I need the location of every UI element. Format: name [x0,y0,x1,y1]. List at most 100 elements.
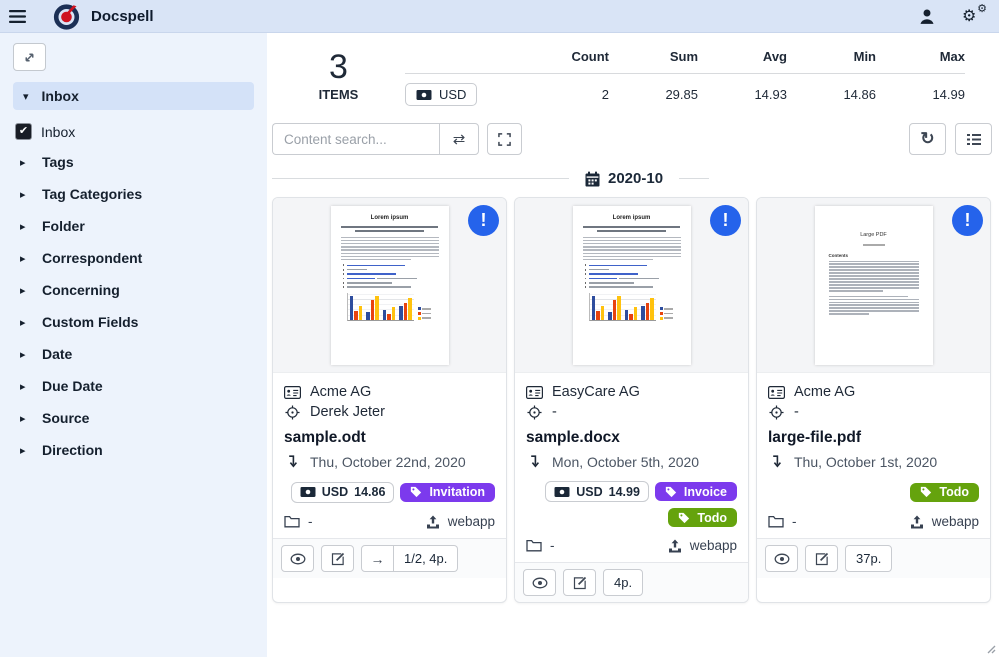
stats-header-cell: Sum [669,49,698,64]
caret-right-icon: ▸ [20,252,26,265]
preview-mini-chart [346,293,433,322]
sidebar-section-item[interactable]: ▸ Folder [0,210,267,242]
pages-group: → 1/2, 4p. [361,545,459,572]
item-card[interactable]: ! Lorem ipsum [514,197,749,603]
fullscreen-button[interactable] [487,123,522,155]
move-next-button[interactable]: → [361,545,394,572]
item-name[interactable]: large-file.pdf [768,429,862,446]
folder-icon [284,515,300,528]
folder-icon [768,515,784,528]
settings-gears-icon[interactable]: ⚙ ⚙ [962,3,987,25]
expand-sidebar-button[interactable] [13,43,46,71]
tag-icon [411,486,422,498]
tag-icon [921,486,932,498]
correspondent-row: Acme AG [284,384,495,400]
document-preview: ! Lorem ipsum [273,198,506,373]
currency-stats-table: Count Sum Avg Min Max USD 2 29.85 14.93 14.86 14… [405,45,992,106]
item-count-block: 3 ITEMS [272,45,405,102]
item-name[interactable]: sample.odt [284,429,366,446]
item-count: 3 [329,48,348,86]
sidebar-item-label: Tag Categories [42,186,143,202]
sidebar-item-label: Concerning [42,282,120,298]
caret-down-icon: ▾ [23,90,29,103]
sidebar-section-item[interactable]: ▸ Direction [0,434,267,466]
item-date: Thu, October 22nd, 2020 [310,454,466,470]
correspondent-row: EasyCare AG [526,384,737,400]
pages-group: 4p. [603,569,644,596]
address-card-icon [768,385,785,399]
user-icon[interactable] [918,8,936,25]
search-mode-button[interactable]: ⇄ [439,123,479,155]
menu-icon[interactable] [9,9,26,24]
inbox-checkbox[interactable]: ✔ [15,123,32,140]
new-item-badge: ! [468,205,499,236]
arrow-turn-down-icon [526,454,543,470]
sidebar-section-item[interactable]: ▸ Tags [0,146,267,178]
address-card-icon [284,385,301,399]
docspell-logo-icon[interactable] [53,3,80,30]
stats-header-cell: Avg [762,49,787,64]
resize-grip[interactable] [986,644,996,654]
stats-header-row: Count Sum Avg Min Max [405,45,965,74]
sidebar-section-item[interactable]: ▸ Date [0,338,267,370]
sidebar-section-inbox[interactable]: ▾ Inbox [13,82,254,110]
folder-source-row: - webapp [526,538,737,553]
currency-button[interactable]: USD [405,83,478,106]
item-card[interactable]: ! Large PDF Contents Acme AG [756,197,991,603]
sidebar-section-item[interactable]: ▸ Due Date [0,370,267,402]
item-cards: ! Lorem ipsum [272,197,992,603]
card-footer: → 1/2, 4p. [273,538,506,578]
inbox-checkbox-label: Inbox [41,123,76,140]
view-button[interactable] [523,569,556,596]
badges-row: USD 14.99 Invoice Todo [526,481,737,527]
caret-right-icon: ▸ [20,316,26,329]
sidebar-item-label: Custom Fields [42,314,139,330]
card-footer: 37p. [757,538,990,578]
caret-right-icon: ▸ [20,444,26,457]
document-preview: ! Lorem ipsum [515,198,748,373]
upload-icon [426,515,439,528]
item-card[interactable]: ! Lorem ipsum [272,197,507,603]
item-date-row: Thu, October 1st, 2020 [768,454,979,470]
concerning-name: - [552,404,557,420]
new-item-badge: ! [710,205,741,236]
edit-button[interactable] [563,569,596,596]
exclamation-icon: ! [480,210,487,230]
eye-icon [290,553,305,564]
stats-header-cell: Min [853,49,876,64]
list-view-button[interactable] [955,123,992,155]
sidebar-section-item[interactable]: ▸ Custom Fields [0,306,267,338]
view-button[interactable] [281,545,314,572]
item-name[interactable]: sample.docx [526,429,620,446]
stats-value-cell: 2 [601,87,609,102]
sidebar-section-item[interactable]: ▸ Tag Categories [0,178,267,210]
money-bill-icon [416,89,432,100]
inbox-checkbox-row[interactable]: ✔ Inbox [15,123,267,140]
edit-button[interactable] [321,545,354,572]
edit-button[interactable] [805,545,838,572]
arrow-turn-down-icon [768,454,785,470]
tag-badge: Todo [910,482,979,502]
source-value: webapp [689,538,737,553]
sidebar-item-label: Correspondent [42,250,143,266]
search-toolbar: ⇄ ↻ [272,123,992,155]
filter-sidebar: ▾ Inbox ✔ Inbox ▸ Tags ▸ Tag Categories … [0,33,267,657]
sidebar-item-label: Folder [42,218,85,234]
view-button[interactable] [765,545,798,572]
tag-icon [679,512,690,523]
sidebar-item-label: Source [42,410,90,426]
folder-value: - [792,514,797,529]
month-group-label: 2020-10 [608,170,664,187]
sidebar-section-item[interactable]: ▸ Correspondent [0,242,267,274]
amount-badge: USD 14.86 [290,481,395,503]
app-title: Docspell [91,7,154,25]
sidebar-section-item[interactable]: ▸ Concerning [0,274,267,306]
caret-right-icon: ▸ [20,412,26,425]
refresh-button[interactable]: ↻ [909,123,946,155]
sidebar-item-label: Due Date [42,378,103,394]
content-search-input[interactable] [272,123,439,155]
preview-mini-chart [588,293,675,322]
stats-value-cell: 14.86 [843,87,876,102]
tag-badge: Invoice [654,482,737,501]
sidebar-section-item[interactable]: ▸ Source [0,402,267,434]
